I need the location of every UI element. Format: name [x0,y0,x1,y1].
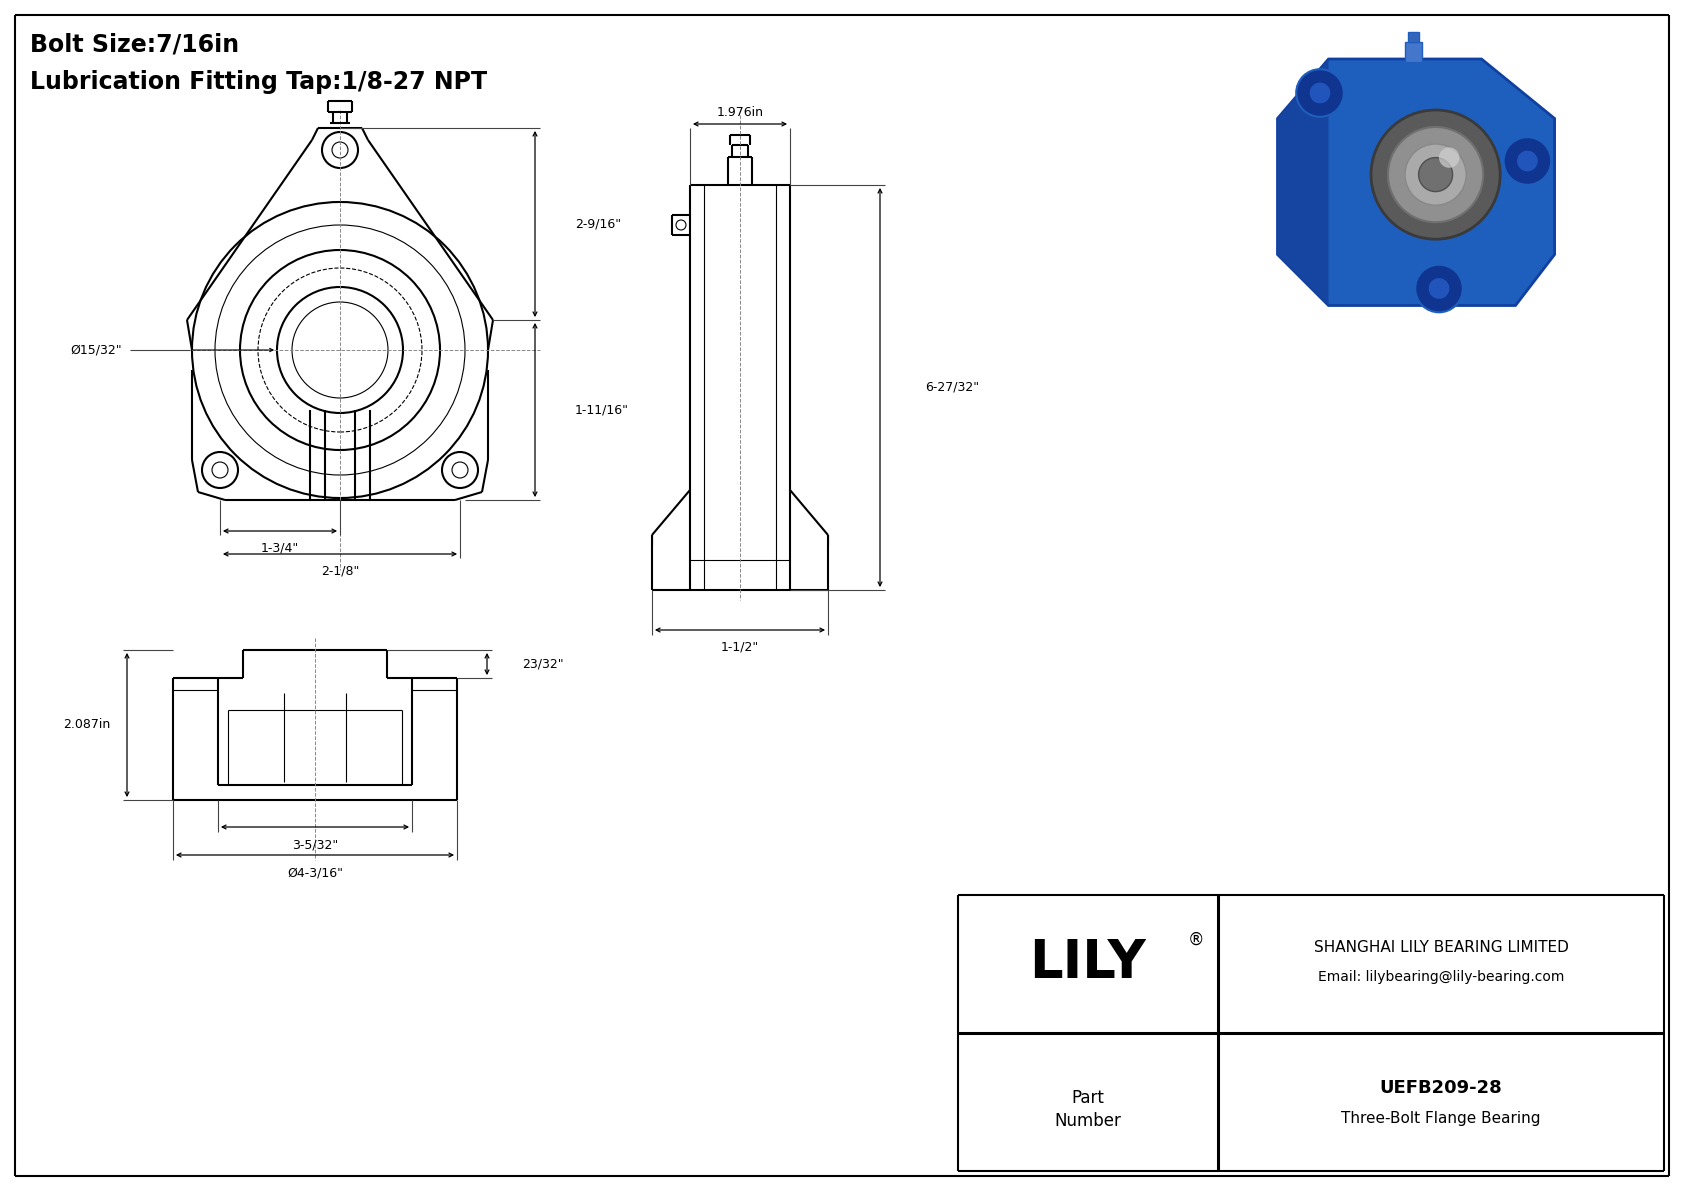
Text: Ø15/32": Ø15/32" [71,343,121,356]
Text: Number: Number [1054,1112,1122,1130]
Text: SHANGHAI LILY BEARING LIMITED: SHANGHAI LILY BEARING LIMITED [1314,940,1568,954]
Text: Three-Bolt Flange Bearing: Three-Bolt Flange Bearing [1340,1110,1541,1125]
Text: Email: lilybearing@lily-bearing.com: Email: lilybearing@lily-bearing.com [1319,969,1564,984]
Text: 2.087in: 2.087in [62,718,109,731]
Circle shape [1418,157,1453,192]
Circle shape [1516,150,1539,172]
Text: 2-9/16": 2-9/16" [574,218,621,231]
Circle shape [1440,148,1460,168]
Text: LILY: LILY [1029,937,1147,989]
Polygon shape [1278,60,1554,306]
Text: Lubrication Fitting Tap:1/8-27 NPT: Lubrication Fitting Tap:1/8-27 NPT [30,70,487,94]
Circle shape [1297,69,1344,117]
Bar [1408,32,1418,42]
Text: 2-1/8": 2-1/8" [322,565,359,578]
Text: ®: ® [1187,931,1204,949]
Text: 1.976in: 1.976in [716,106,763,118]
Text: 1-1/2": 1-1/2" [721,641,759,654]
Circle shape [1371,110,1500,239]
Text: Ø4-3/16": Ø4-3/16" [286,867,344,879]
Circle shape [1404,144,1467,205]
Circle shape [1308,82,1330,104]
Polygon shape [1278,60,1329,306]
Circle shape [1504,137,1551,185]
Text: 1-11/16": 1-11/16" [574,404,630,417]
Text: 1-3/4": 1-3/4" [261,542,300,555]
Circle shape [1415,264,1463,312]
Text: 23/32": 23/32" [522,657,564,671]
Bar [1404,42,1421,62]
Text: 6-27/32": 6-27/32" [925,381,978,394]
Text: Part: Part [1071,1089,1105,1106]
Circle shape [1428,278,1450,300]
Text: UEFB209-28: UEFB209-28 [1379,1079,1502,1097]
Text: 3-5/32": 3-5/32" [291,838,338,852]
Circle shape [1388,127,1484,223]
Text: Bolt Size:7/16in: Bolt Size:7/16in [30,33,239,57]
